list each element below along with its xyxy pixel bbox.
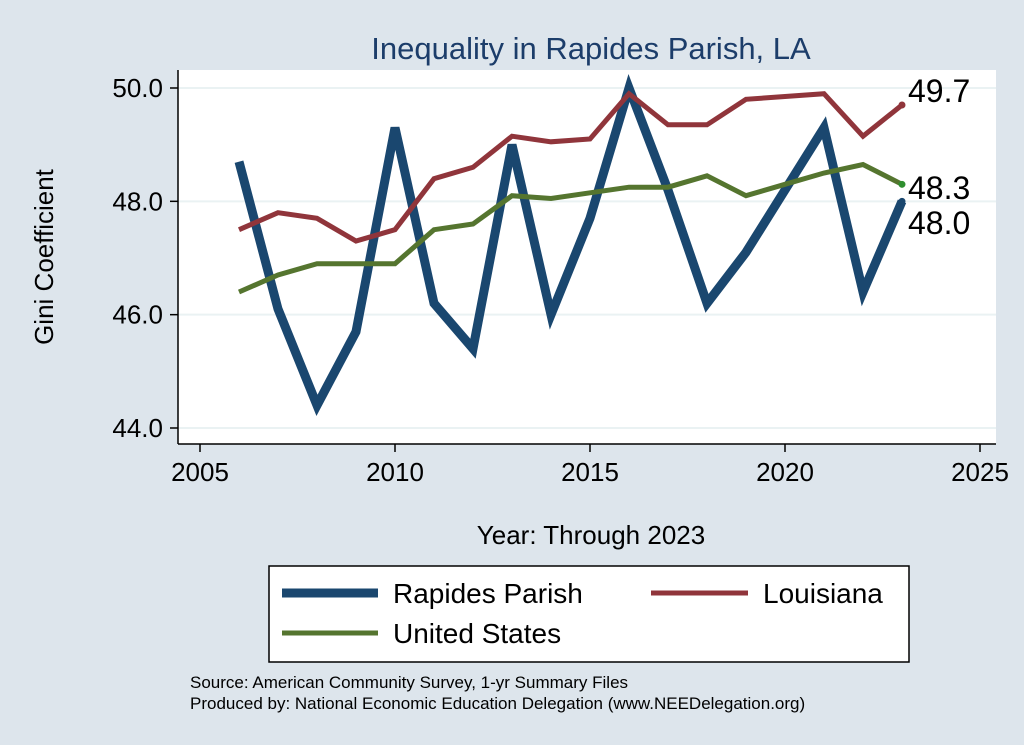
- source-note: Source: American Community Survey, 1-yr …: [190, 673, 628, 692]
- x-axis-title: Year: Through 2023: [477, 520, 705, 550]
- end-label-rapides-parish: 48.0: [908, 205, 970, 241]
- y-axis: 44.0 46.0 48.0 50.0: [112, 70, 179, 444]
- y-tick-label: 44.0: [112, 413, 163, 443]
- end-labels: 48.0 49.7 48.3: [908, 73, 970, 241]
- x-tick-label: 2020: [756, 457, 814, 487]
- legend-box: [268, 565, 910, 663]
- series-end-point: [898, 197, 906, 205]
- x-tick-label: 2015: [561, 457, 619, 487]
- x-tick-label: 2010: [366, 457, 424, 487]
- x-tick-label: 2005: [171, 457, 229, 487]
- y-axis-title: Gini Coefficient: [29, 168, 59, 345]
- producer-note: Produced by: National Economic Education…: [190, 694, 805, 713]
- series-line-united-states: [238, 161, 904, 295]
- series-end-point: [898, 101, 906, 109]
- legend-label-united-states: United States: [393, 618, 561, 649]
- x-tick-label: 2025: [951, 457, 1009, 487]
- series-line-louisiana: [238, 90, 904, 244]
- series-lines: [234, 74, 907, 416]
- legend-label-rapides-parish: Rapides Parish: [393, 578, 583, 609]
- end-label-united-states: 48.3: [908, 170, 970, 206]
- y-tick-label: 46.0: [112, 300, 163, 330]
- chart-title: Inequality in Rapides Parish, LA: [371, 31, 811, 66]
- y-tick-label: 48.0: [112, 186, 163, 216]
- y-tick-label: 50.0: [112, 73, 163, 103]
- series-end-point: [898, 180, 906, 188]
- series-line-rapides-parish: [234, 74, 907, 416]
- legend-label-louisiana: Louisiana: [763, 578, 883, 609]
- grid-lines: [178, 87, 996, 429]
- x-axis: 2005 2010 2015 2020 2025: [171, 443, 1009, 487]
- end-label-louisiana: 49.7: [908, 73, 970, 109]
- legend: Rapides Parish Louisiana United States: [268, 565, 910, 663]
